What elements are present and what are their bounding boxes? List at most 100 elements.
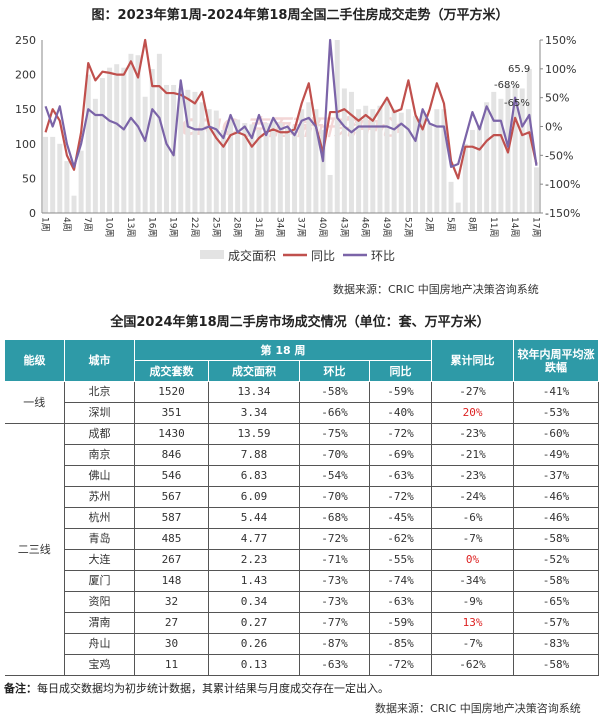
bar — [448, 181, 454, 213]
area-cell: 0.26 — [208, 633, 300, 655]
mom-line — [44, 38, 538, 168]
bar — [519, 88, 525, 213]
cum-yoy-cell: -9% — [431, 591, 515, 613]
left-tick-label: 200 — [15, 69, 36, 82]
right-tick-label: 50% — [545, 92, 569, 105]
avg-cell: -60% — [513, 423, 600, 445]
right-tick-label: -50% — [545, 149, 573, 162]
cum-yoy-cell: -27% — [431, 381, 515, 403]
bar — [413, 116, 418, 213]
right-tick-label: 150% — [545, 34, 576, 47]
x-tick-label: 14周 — [509, 217, 520, 237]
area-cell: 2.23 — [208, 549, 300, 571]
x-tick-label: 43周 — [338, 217, 349, 237]
chart-title: 图：2023年第1周-2024年第18周全国二手住房成交走势（万平方米） — [91, 8, 509, 23]
bar — [85, 74, 91, 213]
right-tick-label: 0% — [545, 121, 562, 134]
note-text: 每日成交数据均为初步统计数据，其累计结果与月度成交存在一定出入。 — [37, 682, 389, 695]
mom-cell: -71% — [299, 549, 370, 571]
city-cell: 成都 — [64, 423, 135, 445]
units-cell: 1520 — [134, 381, 209, 403]
bar — [50, 136, 56, 213]
x-tick-label: 22周 — [189, 217, 200, 237]
table-row: 厦门 148 1.43 -73% -74% -34% -58% — [5, 570, 600, 592]
yoy-cell: -55% — [368, 549, 433, 571]
cum-yoy-cell: -6% — [431, 507, 515, 529]
bar — [462, 143, 468, 213]
mom-cell: -73% — [299, 570, 370, 592]
mom-cell: -70% — [299, 486, 370, 508]
bar — [256, 129, 262, 213]
x-tick-label: 28周 — [232, 217, 243, 237]
city-cell: 大连 — [64, 549, 135, 571]
bar — [512, 84, 518, 213]
right-tick-label: -150% — [545, 207, 580, 220]
header-mom: 环比 — [299, 360, 370, 382]
yoy-cell: -72% — [368, 423, 433, 445]
bar — [164, 84, 169, 213]
bar — [128, 53, 134, 214]
legend-swatch-bar — [200, 250, 224, 259]
chart-source: 数据来源：CRIC 中国房地产决策咨询系统 — [333, 283, 539, 296]
city-cell: 渭南 — [64, 612, 135, 634]
bar — [192, 91, 198, 213]
cum-yoy-cell: 20% — [431, 402, 515, 424]
tier-cell: 二三线 — [4, 423, 65, 676]
x-tick-label: 1周 — [40, 217, 51, 232]
bar — [370, 109, 376, 213]
city-cell: 舟山 — [64, 633, 135, 655]
bar — [99, 78, 105, 213]
mom-cell: -54% — [299, 465, 370, 487]
bar — [341, 88, 347, 213]
bar — [299, 109, 305, 213]
bar — [242, 123, 248, 213]
bar — [142, 96, 148, 213]
header-week: 第 18 周 — [133, 339, 433, 361]
table-source: 数据来源：CRIC 中国房地产决策咨询系统 — [375, 702, 581, 715]
area-cell: 6.83 — [208, 465, 300, 487]
x-tick-label: 31周 — [253, 217, 264, 237]
bar — [249, 124, 255, 213]
bar — [228, 119, 234, 213]
header-units: 成交套数 — [134, 360, 209, 382]
units-cell: 32 — [134, 591, 209, 613]
bar — [356, 109, 362, 213]
bar — [384, 98, 390, 213]
bar — [334, 40, 340, 213]
mom-cell: -77% — [299, 612, 370, 634]
bar — [292, 126, 298, 213]
yoy-cell: -40% — [368, 402, 433, 424]
note: 备注：每日成交数据均为初步统计数据，其累计结果与月度成交存在一定出入。 — [4, 682, 389, 695]
x-tick-label: 5周 — [445, 217, 456, 232]
bar — [64, 161, 70, 213]
header-cum-yoy: 累计同比 — [431, 339, 515, 382]
x-tick-label: 25周 — [210, 217, 221, 237]
cum-yoy-cell: -24% — [431, 486, 515, 508]
bar — [121, 67, 127, 214]
yoy-cell: -59% — [368, 612, 433, 634]
bar — [235, 119, 241, 213]
bar — [92, 98, 98, 213]
x-tick-label: 49周 — [381, 217, 392, 237]
x-tick-label: 10周 — [104, 217, 115, 237]
yoy-cell: -62% — [368, 528, 433, 550]
area-cell: 4.77 — [208, 528, 300, 550]
table-row: 青岛 485 4.77 -72% -62% -7% -58% — [5, 528, 600, 550]
right-tick-label: 100% — [545, 63, 576, 76]
mom-cell: -70% — [299, 444, 370, 466]
units-cell: 567 — [134, 486, 209, 508]
header-city: 城市 — [64, 339, 135, 382]
units-cell: 351 — [134, 402, 209, 424]
yoy-cell: -59% — [368, 381, 433, 403]
bar — [71, 195, 77, 213]
bar — [135, 55, 141, 213]
bar — [491, 91, 497, 213]
city-cell: 宝鸡 — [64, 654, 135, 676]
avg-cell: -83% — [513, 633, 600, 655]
city-cell: 厦门 — [64, 570, 135, 592]
table-row: 渭南 27 0.27 -77% -59% 13% -57% — [5, 612, 600, 634]
units-cell: 485 — [134, 528, 209, 550]
bar — [270, 119, 276, 213]
bar — [484, 102, 490, 213]
bar — [455, 202, 461, 213]
